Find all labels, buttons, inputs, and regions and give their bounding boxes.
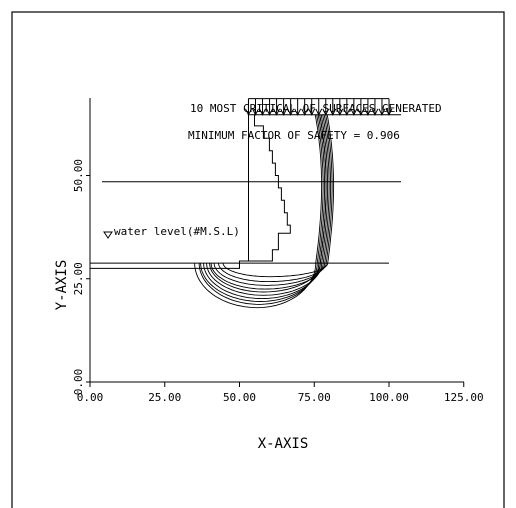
x-tick-label: 125.00	[444, 391, 484, 404]
chart-title-line-2: MINIMUM FACTOR OF SAFETY = 0.906	[188, 129, 400, 142]
slip-surface	[213, 114, 332, 286]
x-tick-label: 75.00	[298, 391, 331, 404]
surcharge-arrow-icon	[266, 98, 273, 116]
surcharge-arrow-icon	[273, 98, 281, 116]
axes	[89, 98, 464, 383]
surcharge-arrow-icon	[315, 98, 323, 116]
internal-boundary	[248, 114, 291, 262]
surcharge-arrow-icon	[308, 98, 316, 116]
surcharge-load	[245, 98, 393, 116]
surcharge-arrow-icon	[329, 98, 337, 116]
slip-surface	[222, 114, 335, 278]
surcharge-arrow-icon	[336, 98, 344, 116]
slip-surface	[218, 114, 333, 283]
y-axis-label: Y-AXIS	[54, 260, 70, 311]
surcharge-arrow-icon	[287, 98, 295, 116]
surcharge-arrow-icon	[252, 98, 259, 116]
water-level-label: water level(#M.S.L)	[114, 225, 240, 238]
surcharge-arrow-icon	[364, 98, 372, 116]
water-level-triangle-icon	[103, 231, 113, 239]
y-ticks: 0.00 25.00 50.00	[72, 159, 90, 395]
y-tick-label: 25.00	[72, 262, 85, 295]
ground-profile	[90, 114, 401, 269]
x-tick-label: 25.00	[148, 391, 181, 404]
surcharge-arrow-icon	[259, 98, 266, 116]
x-tick-label: 50.00	[223, 391, 256, 404]
slip-surfaces	[194, 114, 335, 309]
slip-surface	[198, 114, 324, 305]
surcharge-arrow-icon	[245, 98, 252, 116]
surcharge-arrow-icon	[343, 98, 351, 116]
surcharge-arrow-icon	[322, 98, 330, 116]
x-axis-label: X-AXIS	[258, 436, 309, 452]
slip-surface	[210, 114, 330, 290]
slip-surface	[206, 114, 329, 296]
water-level-marker: water level(#M.S.L)	[103, 225, 240, 239]
y-tick-label: 0.00	[72, 369, 85, 396]
surcharge-arrow-icon	[357, 98, 365, 116]
slip-surface	[200, 114, 326, 302]
surcharge-arrow-icon	[280, 98, 288, 116]
surcharge-arrow-icon	[294, 98, 302, 116]
y-tick-label: 50.00	[72, 159, 85, 192]
chart-title-line-1: 10 MOST CRITICAL OF SURFACES GENERATED	[190, 102, 442, 115]
x-tick-label: 100.00	[369, 391, 409, 404]
surcharge-arrow-icon	[371, 98, 379, 116]
x-ticks: 0.00 25.00 50.00 75.00 100.00 125.00	[77, 382, 484, 404]
page-frame	[11, 11, 505, 508]
slip-surface	[194, 114, 323, 309]
surcharge-arrow-icon	[350, 98, 358, 116]
slip-surface	[203, 114, 327, 300]
x-tick-label: 0.00	[77, 391, 104, 404]
slope-lines	[90, 114, 401, 269]
slip-surface	[209, 114, 327, 293]
surcharge-arrow-icon	[385, 98, 393, 116]
surcharge-arrow-icon	[378, 98, 386, 116]
surcharge-arrow-icon	[301, 98, 309, 116]
